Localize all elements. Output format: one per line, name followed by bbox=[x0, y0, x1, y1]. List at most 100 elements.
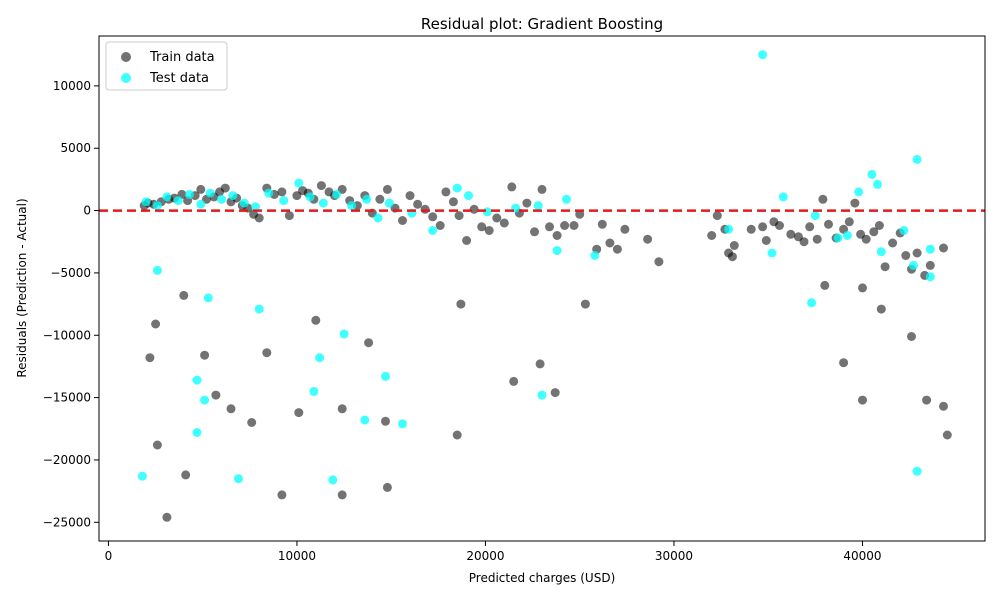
test-point-48 bbox=[203, 293, 213, 303]
train-point-111 bbox=[181, 470, 191, 480]
legend-box bbox=[105, 41, 228, 91]
test-point-3 bbox=[173, 196, 183, 206]
test-point-1 bbox=[152, 201, 162, 211]
test-point-4 bbox=[185, 189, 194, 199]
train-point-37 bbox=[382, 184, 392, 194]
train-point-57 bbox=[530, 227, 539, 237]
test-point-60 bbox=[381, 371, 390, 381]
legend-label-train: Train data bbox=[149, 50, 215, 65]
train-point-127 bbox=[550, 388, 560, 398]
train-point-130 bbox=[839, 358, 849, 368]
train-point-117 bbox=[311, 315, 321, 325]
train-point-125 bbox=[509, 376, 519, 386]
test-point-64 bbox=[925, 272, 935, 282]
train-point-46 bbox=[448, 197, 458, 207]
test-point-14 bbox=[305, 192, 315, 202]
test-point-16 bbox=[332, 189, 341, 199]
train-point-88 bbox=[824, 219, 833, 229]
train-point-122 bbox=[381, 416, 390, 426]
train-point-9 bbox=[196, 184, 206, 194]
train-point-105 bbox=[939, 243, 948, 253]
test-point-20 bbox=[384, 198, 394, 208]
test-point-2 bbox=[162, 192, 172, 202]
train-point-63 bbox=[575, 209, 585, 219]
test-point-39 bbox=[854, 187, 864, 197]
train-point-68 bbox=[620, 224, 630, 234]
train-point-59 bbox=[545, 222, 554, 232]
train-point-78 bbox=[758, 222, 768, 232]
train-point-75 bbox=[727, 252, 737, 262]
train-point-136 bbox=[939, 401, 948, 411]
train-point-137 bbox=[942, 430, 952, 440]
chart-title: Residual plot: Gradient Boosting bbox=[421, 15, 663, 33]
train-point-104 bbox=[925, 260, 935, 270]
test-point-40 bbox=[867, 169, 877, 179]
test-point-53 bbox=[200, 395, 210, 405]
train-point-65 bbox=[597, 219, 607, 229]
train-point-13 bbox=[220, 183, 230, 193]
test-point-28 bbox=[552, 246, 562, 255]
train-point-23 bbox=[284, 211, 294, 221]
train-point-119 bbox=[337, 490, 347, 500]
test-point-30 bbox=[590, 251, 600, 260]
test-point-23 bbox=[452, 183, 462, 193]
test-point-43 bbox=[899, 226, 909, 235]
test-point-35 bbox=[807, 298, 817, 308]
train-point-45 bbox=[441, 187, 451, 197]
train-point-72 bbox=[712, 211, 722, 221]
train-point-94 bbox=[861, 234, 871, 244]
train-point-96 bbox=[874, 221, 884, 230]
test-point-38 bbox=[842, 231, 852, 240]
train-point-67 bbox=[612, 244, 622, 254]
y-tick-label-5: 0 bbox=[83, 204, 91, 218]
train-point-81 bbox=[775, 221, 784, 230]
train-point-61 bbox=[560, 221, 570, 230]
train-point-121 bbox=[382, 482, 392, 492]
test-point-12 bbox=[279, 196, 289, 206]
train-point-139 bbox=[152, 440, 162, 450]
train-point-138 bbox=[162, 512, 172, 522]
train-point-95 bbox=[869, 227, 879, 237]
train-point-54 bbox=[507, 182, 517, 192]
train-point-60 bbox=[552, 231, 562, 240]
test-point-44 bbox=[908, 260, 918, 270]
test-point-18 bbox=[362, 194, 372, 204]
test-point-51 bbox=[315, 353, 325, 363]
train-point-128 bbox=[580, 299, 590, 309]
plot-area-frame bbox=[98, 35, 986, 542]
test-point-32 bbox=[758, 50, 768, 60]
train-point-51 bbox=[484, 226, 494, 235]
test-point-17 bbox=[347, 201, 357, 211]
train-point-77 bbox=[746, 224, 756, 234]
x-axis-ticks: 0 10000 20000 30000 40000 bbox=[105, 541, 882, 563]
test-point-0 bbox=[141, 197, 151, 207]
test-point-41 bbox=[873, 179, 882, 189]
test-point-58 bbox=[328, 475, 338, 485]
train-point-85 bbox=[805, 222, 815, 232]
x-tick-label-0: 0 bbox=[105, 549, 113, 563]
test-point-10 bbox=[251, 202, 260, 212]
train-point-134 bbox=[907, 332, 916, 341]
train-point-39 bbox=[398, 216, 407, 225]
test-point-47 bbox=[152, 265, 162, 275]
test-point-36 bbox=[810, 211, 820, 221]
test-point-42 bbox=[876, 247, 886, 257]
train-point-47 bbox=[454, 211, 464, 221]
train-point-114 bbox=[262, 348, 272, 358]
y-tick-label-3: −10000 bbox=[43, 328, 91, 342]
train-point-40 bbox=[405, 191, 415, 201]
train-point-87 bbox=[818, 194, 828, 204]
train-point-91 bbox=[844, 217, 854, 227]
train-point-131 bbox=[858, 395, 867, 405]
train-point-36 bbox=[375, 194, 385, 204]
train-point-82 bbox=[786, 229, 796, 239]
train-point-92 bbox=[850, 198, 860, 208]
train-point-50 bbox=[477, 222, 487, 232]
x-tick-label-2: 20000 bbox=[466, 549, 504, 563]
test-point-59 bbox=[360, 415, 370, 425]
test-point-61 bbox=[398, 419, 407, 429]
y-tick-label-7: 10000 bbox=[53, 79, 91, 93]
test-point-62 bbox=[537, 390, 547, 400]
train-point-69 bbox=[643, 234, 653, 244]
